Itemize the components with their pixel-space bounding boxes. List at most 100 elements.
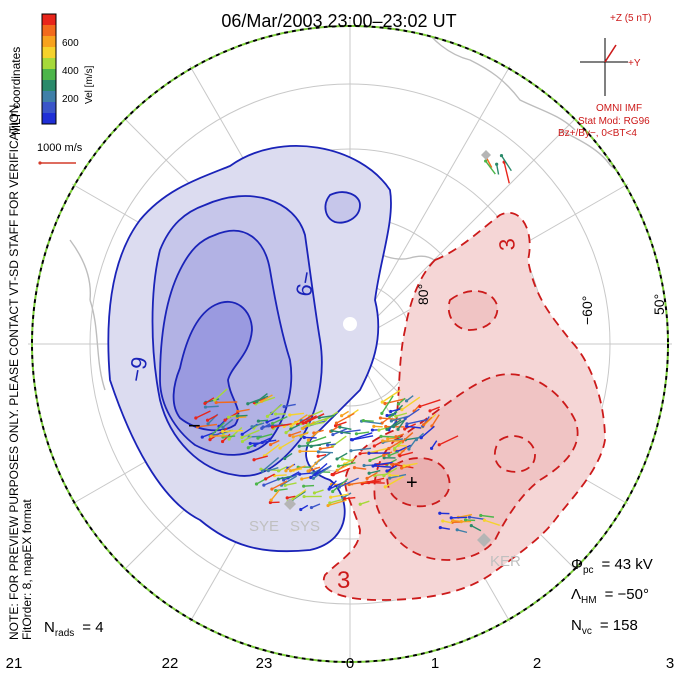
velocity-vector bbox=[329, 498, 343, 504]
vector-origin bbox=[388, 476, 392, 480]
vector-origin bbox=[240, 439, 245, 444]
vector-origin bbox=[449, 516, 453, 520]
velocity-vector bbox=[438, 435, 459, 446]
velocity-vector bbox=[289, 412, 305, 416]
vector-origin bbox=[289, 427, 293, 431]
velocity-vector bbox=[264, 444, 280, 457]
velocity-vector bbox=[222, 429, 244, 433]
vector-origin bbox=[373, 463, 378, 467]
vector-origin bbox=[467, 515, 472, 519]
velocity-vector bbox=[389, 473, 407, 479]
vector-origin bbox=[381, 439, 385, 443]
velocity-vector bbox=[303, 484, 315, 487]
imf-y-label: +Y bbox=[628, 58, 641, 69]
vector-origin bbox=[283, 456, 287, 461]
velocity-vector bbox=[398, 446, 408, 456]
vector-origin bbox=[220, 439, 225, 444]
velocity-vector bbox=[378, 426, 390, 431]
svg-text:Φpc= 43 kV: Φpc = 43 kV bbox=[571, 556, 653, 576]
vector-origin bbox=[382, 473, 386, 478]
station-label-ker: KER bbox=[490, 553, 521, 570]
velocity-vector bbox=[305, 413, 325, 424]
vector-origin bbox=[255, 400, 259, 404]
station-markers bbox=[284, 150, 491, 547]
colorbar-segment bbox=[42, 91, 56, 103]
vector-origin bbox=[266, 469, 270, 473]
vector-origin bbox=[407, 447, 411, 451]
velocity-vector bbox=[271, 480, 288, 490]
velocity-vector bbox=[308, 430, 320, 441]
velocity-vector bbox=[318, 451, 334, 454]
vector-origin bbox=[269, 498, 273, 502]
vector-origin bbox=[335, 468, 339, 472]
vector-origin bbox=[256, 436, 260, 440]
contour-label-pos-bottom: 3 bbox=[337, 567, 350, 594]
velocity-vector bbox=[293, 432, 309, 438]
imf-dial: +Z (5 nT) +Y OMNI IMF Stat Mod: RG96 Bz+… bbox=[558, 13, 651, 139]
velocity-vector bbox=[308, 421, 325, 427]
velocity-vector bbox=[344, 457, 355, 465]
velocity-vector bbox=[406, 419, 427, 425]
vector-origin bbox=[418, 404, 422, 409]
vector-origin bbox=[291, 435, 295, 439]
vector-origin bbox=[276, 477, 280, 481]
vector-origin bbox=[349, 438, 354, 442]
vector-origin bbox=[274, 488, 278, 493]
contour-label-neg-left: −9 bbox=[123, 355, 152, 384]
vector-origin bbox=[405, 424, 409, 428]
vector-origin bbox=[195, 425, 200, 429]
svg-text:ΛHM= −50°: ΛHM = −50° bbox=[571, 586, 649, 606]
mlt-label-22: 22 bbox=[162, 655, 179, 672]
vector-origin bbox=[285, 496, 289, 500]
velocity-vector bbox=[327, 499, 347, 507]
velocity-vector bbox=[222, 418, 234, 428]
vector-origin bbox=[367, 471, 371, 475]
vector-origin bbox=[389, 409, 393, 414]
velocity-vector bbox=[381, 389, 401, 403]
vector-origin bbox=[271, 421, 275, 426]
vector-origin bbox=[289, 424, 293, 428]
vector-origin bbox=[337, 485, 341, 489]
velocity-vector bbox=[266, 403, 283, 417]
vector-origin bbox=[378, 416, 383, 420]
velocity-vector bbox=[408, 439, 416, 450]
velocity-vector bbox=[320, 446, 334, 450]
vector-origin bbox=[284, 469, 288, 473]
vector-origin bbox=[438, 525, 442, 530]
vector-origin bbox=[338, 425, 342, 429]
velocity-vector bbox=[431, 414, 440, 427]
vector-origin bbox=[331, 489, 335, 494]
velocity-vector bbox=[339, 477, 359, 488]
vector-origin bbox=[316, 454, 320, 458]
velocity-vector bbox=[495, 164, 500, 175]
velocity-vector bbox=[331, 430, 351, 435]
vector-origin bbox=[385, 413, 389, 418]
velocity-vector bbox=[332, 478, 349, 493]
velocity-vector bbox=[335, 421, 347, 427]
velocity-vector bbox=[351, 432, 373, 441]
velocity-vector bbox=[209, 421, 225, 437]
vector-origin bbox=[302, 435, 306, 440]
velocity-vector bbox=[297, 414, 313, 426]
vector-origin bbox=[347, 482, 351, 487]
vector-origin bbox=[361, 418, 365, 423]
colorbar-segment bbox=[42, 47, 56, 59]
vector-origin bbox=[330, 429, 334, 433]
nrads-symbol: N bbox=[44, 619, 55, 636]
vector-origin bbox=[253, 443, 257, 447]
vector-origin bbox=[354, 432, 359, 436]
vector-origin bbox=[358, 451, 362, 456]
velocity-vector bbox=[381, 395, 394, 414]
velocity-vector bbox=[469, 516, 485, 521]
vector-origin bbox=[326, 503, 330, 508]
velocity-vector bbox=[356, 431, 370, 435]
vector-origin bbox=[203, 405, 208, 409]
velocity-vector bbox=[265, 473, 275, 480]
mlt-label-2: 2 bbox=[533, 655, 541, 672]
velocity-vector bbox=[285, 482, 297, 487]
vector-origin bbox=[336, 464, 341, 468]
vector-origin bbox=[370, 428, 375, 432]
vector-origin bbox=[371, 464, 375, 468]
lat-label-80: 80° bbox=[415, 284, 431, 305]
